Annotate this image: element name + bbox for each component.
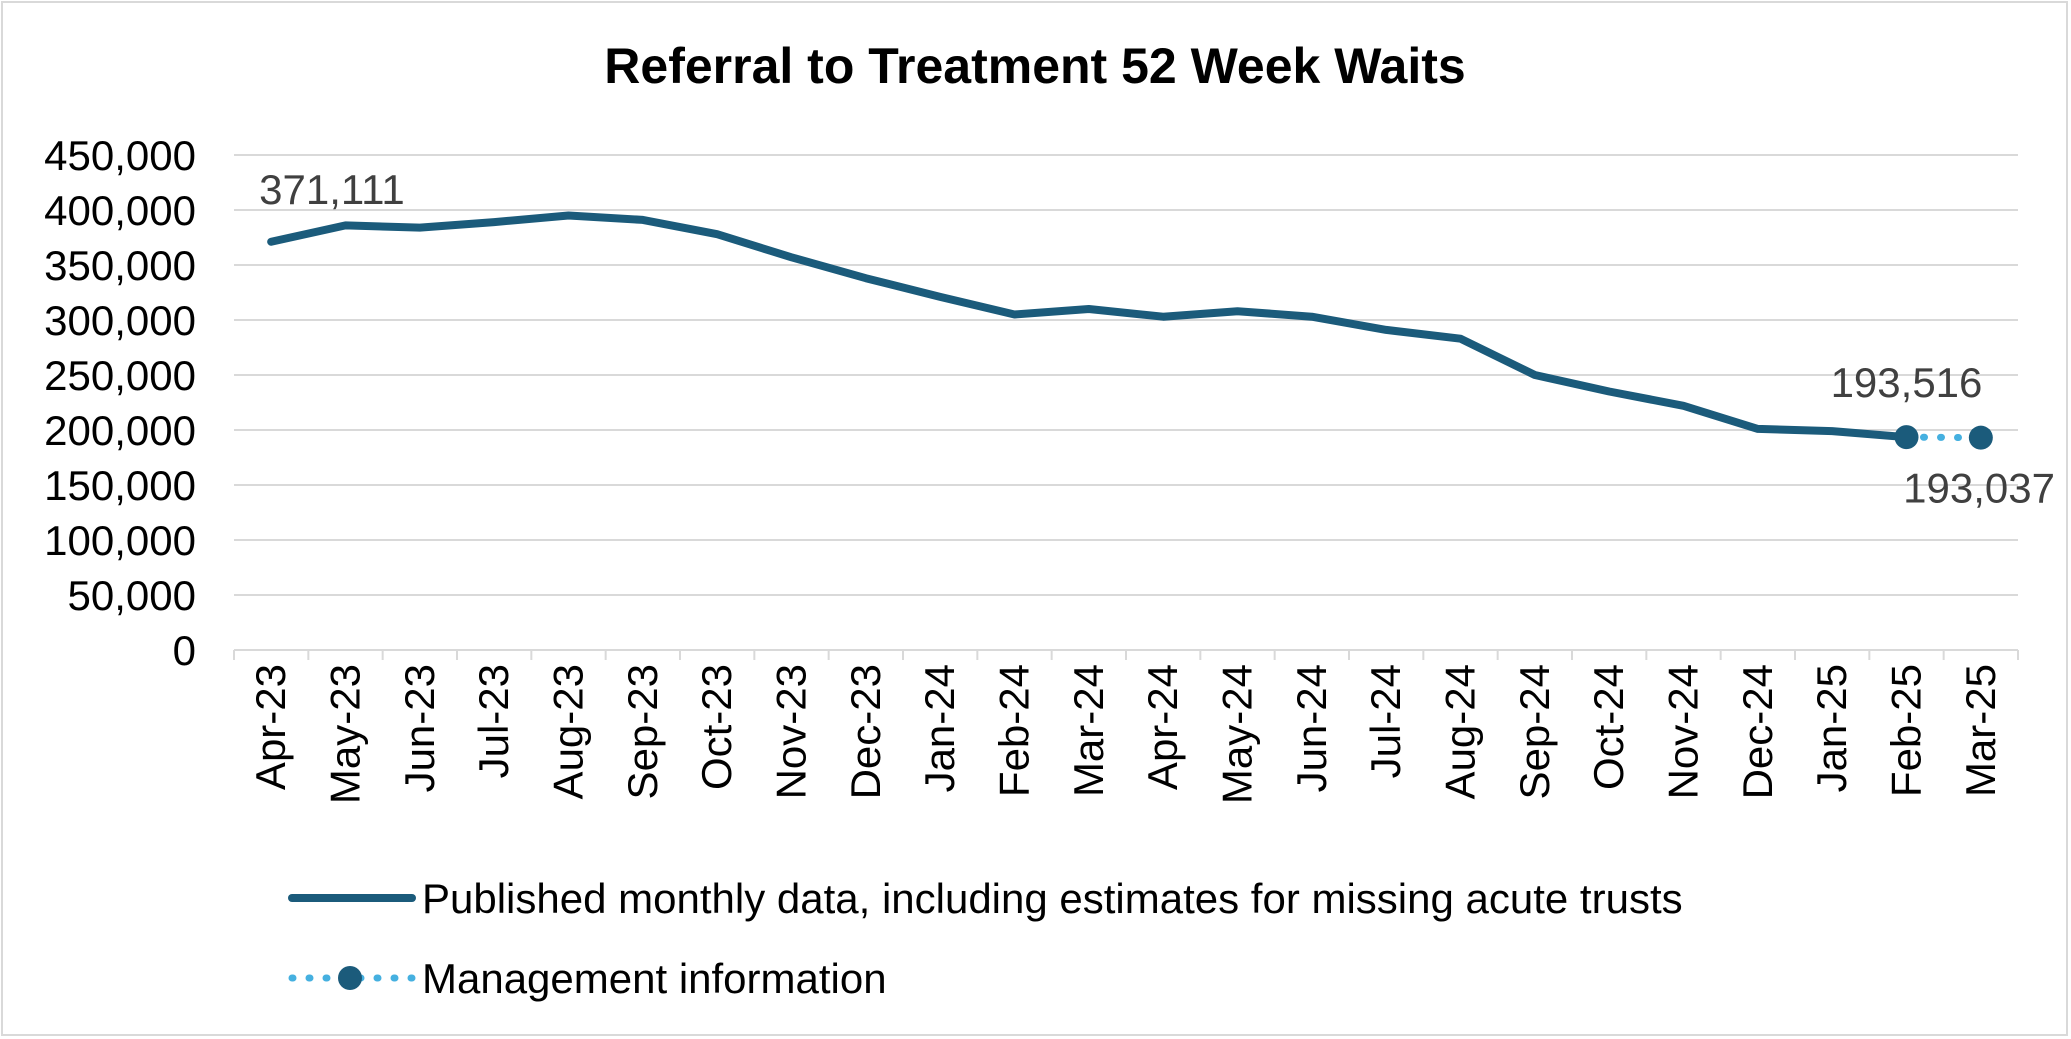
x-tick-label: Dec-23 (842, 664, 889, 799)
x-tick-label: Apr-23 (247, 664, 294, 790)
series-group (267, 211, 1993, 450)
x-tick-label: Oct-24 (1585, 664, 1632, 790)
data-point-management (1968, 425, 1993, 450)
y-tick-label: 250,000 (44, 352, 196, 399)
x-tick-label: Aug-23 (545, 664, 592, 799)
chart-title: Referral to Treatment 52 Week Waits (604, 38, 1465, 94)
x-tick-label: Jan-25 (1808, 664, 1855, 792)
y-tick-label: 50,000 (68, 572, 196, 619)
x-tick-label: Dec-24 (1734, 664, 1781, 799)
legend-marker-management (338, 966, 362, 990)
data-labels: 371,111 193,516 193,037 (259, 166, 2055, 512)
data-point-management (1894, 425, 1919, 450)
y-tick-label: 450,000 (44, 132, 196, 179)
x-tick-label: Sep-24 (1511, 664, 1558, 799)
data-label: 371,111 (259, 166, 405, 213)
x-tick-label: Apr-24 (1139, 664, 1186, 790)
data-label: 193,516 (1831, 359, 1983, 406)
x-axis: Apr-23 May-23 Jun-23 Jul-23 Aug-23 Sep-23 Oct-… (233, 649, 2019, 804)
gridlines (234, 154, 2018, 596)
y-tick-label: 300,000 (44, 297, 196, 344)
x-tick-label: Jun-24 (1288, 664, 1335, 792)
x-tick-label: Feb-24 (991, 664, 1038, 797)
series-line-published (267, 211, 1911, 442)
x-tick-label: Jul-23 (470, 664, 517, 778)
series-line-management (1903, 433, 1985, 442)
x-tick-label: May-23 (322, 664, 369, 804)
x-tick-label: Jun-23 (396, 664, 443, 792)
legend-label-management: Management information (422, 955, 887, 1002)
y-tick-label: 200,000 (44, 407, 196, 454)
legend-label-published: Published monthly data, including estima… (422, 875, 1683, 922)
x-tick-label: Oct-23 (693, 664, 740, 790)
x-tick-label: May-24 (1214, 664, 1261, 804)
y-tick-label: 350,000 (44, 242, 196, 289)
y-tick-label: 400,000 (44, 187, 196, 234)
x-tick-label: Mar-24 (1065, 664, 1112, 797)
y-tick-label: 100,000 (44, 517, 196, 564)
y-tick-label: 150,000 (44, 462, 196, 509)
x-tick-label: Jul-24 (1362, 664, 1409, 778)
x-tick-label: Aug-24 (1437, 664, 1484, 799)
legend: Published monthly data, including estima… (288, 875, 1683, 1002)
y-axis: 0 50,000 100,000 150,000 200,000 250,000 300,0… (44, 132, 196, 674)
x-tick-label: Nov-23 (768, 664, 815, 799)
x-tick-label: Nov-24 (1660, 664, 1707, 799)
y-tick-label: 0 (173, 627, 196, 674)
data-label: 193,037 (1903, 465, 2055, 512)
x-tick-label: Jan-24 (916, 664, 963, 792)
x-tick-label: Sep-23 (619, 664, 666, 799)
x-tick-label: Mar-25 (1957, 664, 2004, 797)
x-tick-label: Feb-25 (1883, 664, 1930, 797)
